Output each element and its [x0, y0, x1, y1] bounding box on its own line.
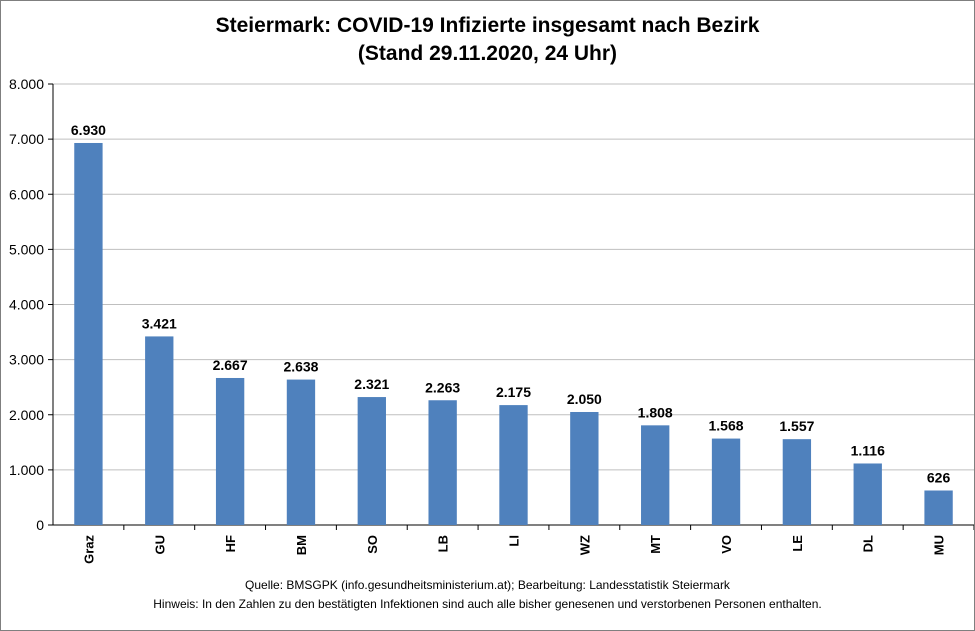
x-tick-label: DL: [861, 535, 876, 552]
x-tick-label: MU: [932, 535, 947, 555]
chart-subtitle: (Stand 29.11.2020, 24 Uhr): [357, 42, 618, 65]
bar: [570, 411, 599, 525]
data-label: 2.638: [283, 359, 318, 375]
y-tick-label: 2.000: [9, 407, 44, 423]
bar: [782, 439, 812, 525]
data-label: 3.421: [142, 315, 177, 331]
x-tick-label: VO: [719, 535, 734, 554]
bar: [499, 405, 528, 525]
y-tick-label: 4.000: [9, 297, 44, 313]
x-tick-label: BM: [294, 535, 309, 555]
bar: [145, 336, 174, 525]
data-label: 2.175: [496, 384, 531, 400]
x-tick-label: MT: [648, 535, 663, 554]
data-label: 1.557: [779, 418, 814, 434]
data-label: 626: [927, 469, 951, 485]
bar: [711, 438, 741, 525]
data-label: 2.263: [425, 379, 460, 395]
y-tick-label: 1.000: [9, 462, 44, 478]
bar: [286, 379, 316, 525]
chart-title: Steiermark: COVID-19 Infizierte insgesam…: [215, 14, 760, 37]
data-label: 1.568: [709, 418, 744, 434]
y-tick-label: 6.000: [9, 186, 44, 202]
bar: [357, 397, 386, 525]
data-label: 6.930: [71, 122, 106, 138]
bar: [74, 142, 103, 525]
data-label: 2.050: [567, 391, 602, 407]
x-tick-label: WZ: [577, 535, 592, 555]
data-label: 2.667: [213, 357, 248, 373]
x-tick-label: LB: [436, 535, 451, 552]
bar: [641, 425, 670, 525]
bar: [215, 377, 245, 525]
y-tick-label: 3.000: [9, 352, 44, 368]
hint-note: Hinweis: In den Zahlen zu den bestätigte…: [153, 597, 822, 611]
source-note: Quelle: BMSGPK (info.gesundheitsminister…: [245, 578, 730, 592]
x-tick-label: LI: [507, 535, 522, 547]
data-label: 2.321: [354, 376, 389, 392]
bar: [924, 490, 953, 525]
bar: [853, 463, 882, 525]
bar: [428, 400, 457, 525]
x-tick-label: HF: [223, 535, 238, 552]
data-label: 1.808: [638, 404, 673, 420]
y-tick-label: 8.000: [9, 76, 44, 92]
x-tick-label: GU: [152, 535, 167, 555]
x-tick-label: SO: [365, 535, 380, 554]
x-tick-label: Graz: [81, 535, 96, 564]
y-tick-label: 5.000: [9, 241, 44, 257]
y-tick-label: 7.000: [9, 131, 44, 147]
x-tick-label: LE: [790, 535, 805, 552]
y-tick-label: 0: [36, 517, 44, 533]
data-label: 1.116: [851, 442, 885, 458]
